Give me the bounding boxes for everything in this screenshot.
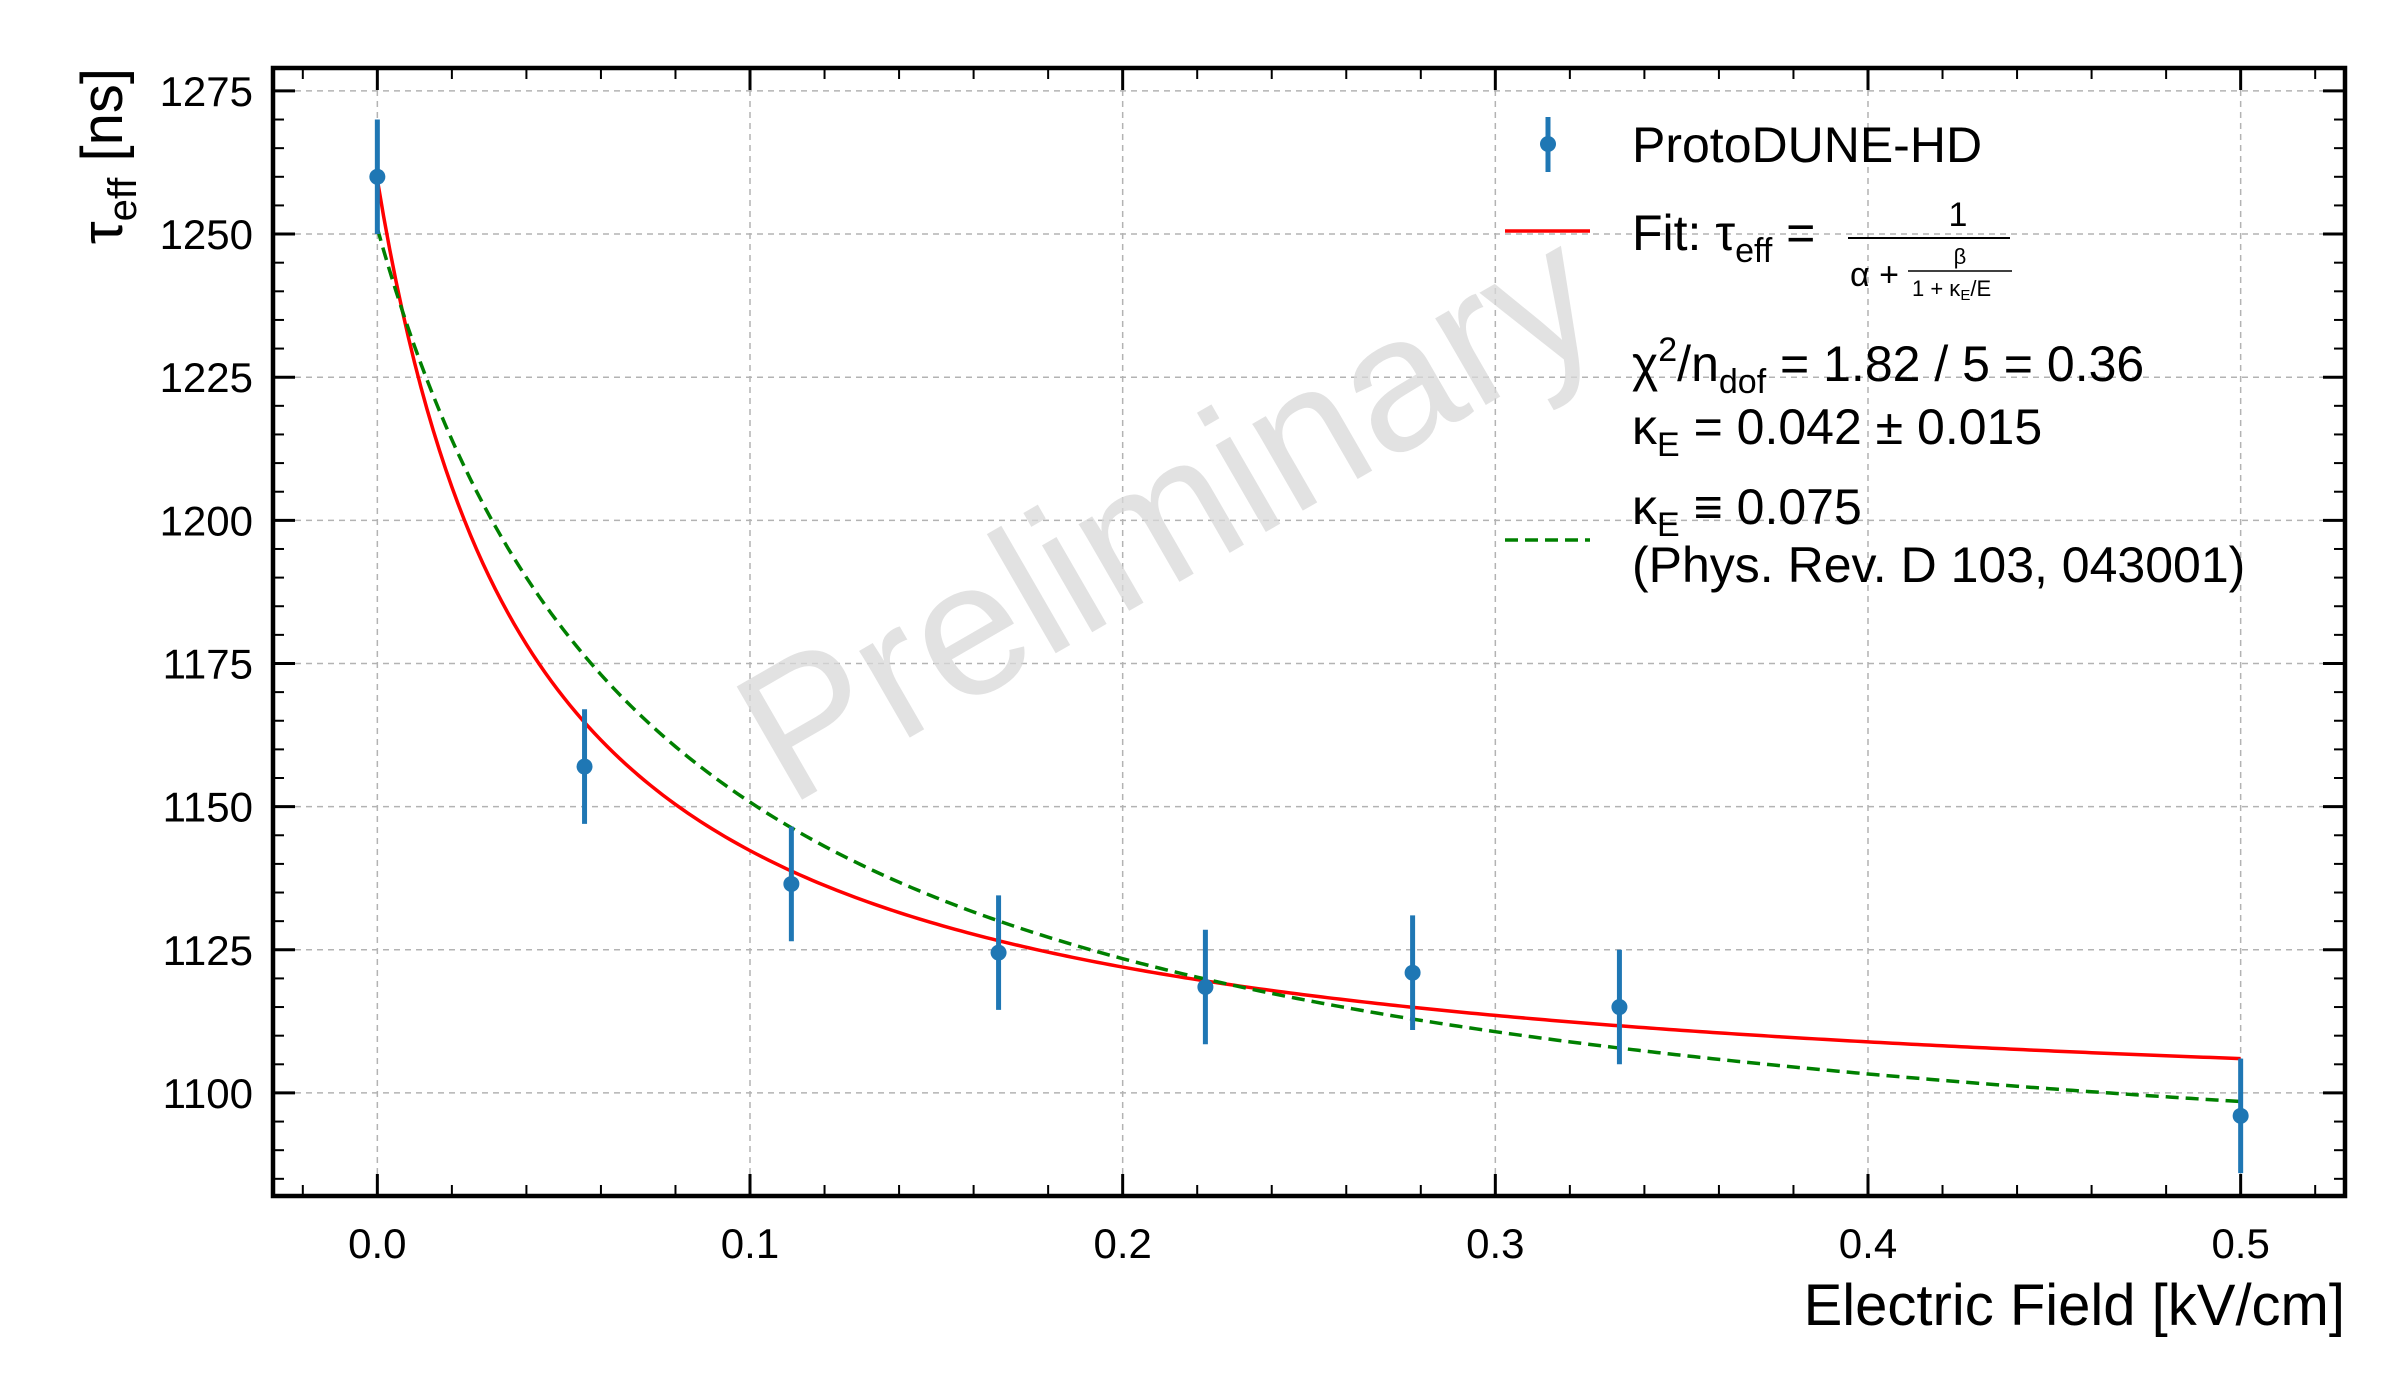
data-point (990, 944, 1007, 961)
legend-kappa: κE = 0.042 ± 0.015 (1632, 399, 2042, 464)
x-axis-title: Electric Field [kV/cm] (1804, 1273, 2345, 1338)
legend-fit-numerator: 1 (1949, 196, 1968, 234)
data-point (576, 758, 593, 775)
data-point (2232, 1107, 2249, 1124)
data-point (369, 168, 386, 185)
y-tick-label: 1150 (163, 784, 253, 831)
legend-data-marker (1540, 136, 1556, 152)
data-points (369, 119, 2249, 1174)
curves (375, 179, 2241, 1104)
y-axis-title: τeff [ns] (70, 68, 145, 244)
y-tick-label: 1250 (160, 211, 253, 258)
legend-fit-denominator: α + (1850, 256, 1899, 294)
y-tick-label: 1175 (163, 640, 253, 687)
legend-fixed-kappa: κE ≡ 0.075 (1632, 479, 1862, 544)
x-tick-label: 0.0 (348, 1220, 406, 1267)
y-tick-label: 1225 (160, 354, 253, 401)
x-tick-label: 0.4 (1839, 1220, 1897, 1267)
legend-fit-label: Fit: τeff = (1632, 205, 1815, 270)
tick-labels: 0.0 0.1 0.2 0.3 0.4 0.5 1100 1125 1150 1175 1200 12… (160, 68, 2270, 1267)
legend-fit-inner-numerator: β (1954, 244, 1967, 269)
legend-fixed-reference: (Phys. Rev. D 103, 043001) (1632, 537, 2245, 593)
y-tick-label: 1100 (163, 1070, 253, 1117)
y-tick-label: 1200 (160, 497, 253, 544)
data-point (1197, 979, 1214, 996)
fixed-kappa-curve (375, 227, 2241, 1104)
x-tick-label: 0.2 (1093, 1220, 1151, 1267)
data-point (1404, 964, 1421, 981)
legend-fit-inner-denominator: 1 + κE/E (1912, 276, 1991, 304)
y-tick-label: 1275 (160, 68, 253, 115)
plot-frame (270, 65, 2348, 1199)
data-point (783, 875, 800, 892)
plot-area (273, 68, 2345, 1196)
fit-curve (375, 179, 2241, 1061)
x-tick-label: 0.1 (721, 1220, 779, 1267)
data-point (1611, 999, 1628, 1016)
legend-chi2: χ2/ndof = 1.82 / 5 = 0.36 (1632, 331, 2144, 401)
grid (273, 68, 2345, 1196)
y-axis-title-sub: eff (101, 177, 145, 222)
x-tick-label: 0.3 (1466, 1220, 1524, 1267)
y-tick-label: 1125 (163, 927, 253, 974)
x-tick-label: 0.5 (2211, 1220, 2269, 1267)
y-axis-title-main: τ (70, 221, 135, 244)
y-axis-title-unit: [ns] (70, 68, 135, 178)
legend-data-label: ProtoDUNE-HD (1632, 117, 1982, 173)
legend: ProtoDUNE-HD Fit: τeff = 1 α + β 1 + κE/… (1505, 117, 2245, 593)
axis-ticks (273, 68, 2345, 1196)
